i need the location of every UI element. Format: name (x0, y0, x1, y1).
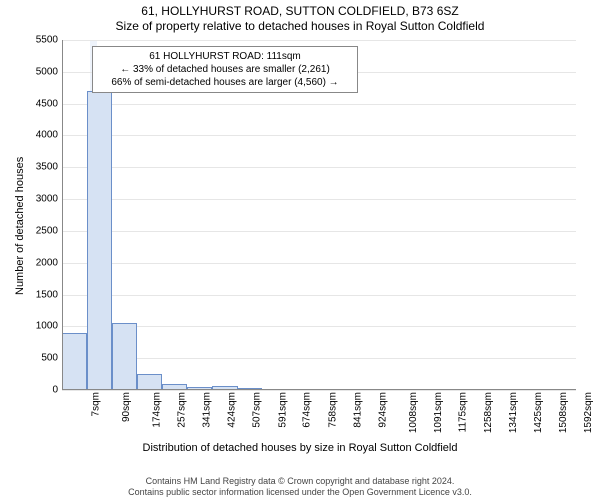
gridline (62, 40, 576, 41)
y-tick-label: 1500 (36, 289, 62, 300)
x-tick-label: 1175sqm (457, 392, 468, 432)
gridline (62, 295, 576, 296)
x-tick-label: 507sqm (252, 392, 263, 428)
gridline (62, 326, 576, 327)
info-line-1: 61 HOLLYHURST ROAD: 111sqm (99, 50, 351, 63)
x-tick-label: 7sqm (90, 392, 101, 416)
gridline (62, 358, 576, 359)
x-axis-line (62, 389, 576, 390)
x-tick-label: 257sqm (177, 392, 188, 428)
x-tick-label: 1341sqm (508, 392, 519, 433)
footer-line-2: Contains public sector information licen… (0, 487, 600, 498)
y-tick-label: 500 (41, 353, 62, 364)
x-tick-label: 924sqm (377, 392, 388, 428)
y-tick-label: 3500 (36, 162, 62, 173)
x-tick-label: 1508sqm (558, 392, 569, 433)
histogram-bar (137, 374, 162, 390)
gridline (62, 231, 576, 232)
gridline (62, 263, 576, 264)
x-tick-label: 591sqm (277, 392, 288, 428)
y-tick-label: 4000 (36, 130, 62, 141)
gridline (62, 390, 576, 391)
gridline (62, 135, 576, 136)
y-tick-label: 3000 (36, 194, 62, 205)
histogram-bar (87, 91, 112, 390)
x-tick-label: 1258sqm (483, 392, 494, 433)
x-tick-label: 1425sqm (533, 392, 544, 433)
x-tick-label: 341sqm (202, 392, 213, 428)
y-tick-label: 2000 (36, 257, 62, 268)
info-box: 61 HOLLYHURST ROAD: 111sqm ← 33% of deta… (92, 46, 358, 93)
y-tick-label: 5500 (36, 35, 62, 46)
footer: Contains HM Land Registry data © Crown c… (0, 476, 600, 498)
x-tick-label: 1091sqm (433, 392, 444, 433)
y-tick-label: 2500 (36, 225, 62, 236)
y-tick-label: 0 (52, 385, 62, 396)
x-tick-label: 90sqm (121, 392, 132, 422)
gridline (62, 199, 576, 200)
y-tick-label: 1000 (36, 321, 62, 332)
y-axis-line (62, 40, 63, 390)
x-tick-label: 674sqm (302, 392, 313, 428)
chart-title: 61, HOLLYHURST ROAD, SUTTON COLDFIELD, B… (0, 0, 600, 18)
info-line-3: 66% of semi-detached houses are larger (… (99, 76, 351, 89)
x-tick-label: 1592sqm (584, 392, 595, 433)
x-tick-label: 174sqm (152, 392, 163, 428)
x-tick-label: 841sqm (352, 392, 363, 428)
x-tick-label: 1008sqm (408, 392, 419, 433)
chart-container: { "title_main": "61, HOLLYHURST ROAD, SU… (0, 0, 600, 500)
histogram-bar (112, 323, 137, 390)
footer-line-1: Contains HM Land Registry data © Crown c… (0, 476, 600, 487)
x-axis-label: Distribution of detached houses by size … (0, 442, 600, 454)
chart-subtitle: Size of property relative to detached ho… (0, 18, 600, 33)
y-tick-label: 4500 (36, 98, 62, 109)
gridline (62, 104, 576, 105)
y-axis-label: Number of detached houses (14, 157, 26, 295)
y-tick-label: 5000 (36, 66, 62, 77)
histogram-bar (62, 333, 87, 390)
gridline (62, 167, 576, 168)
x-tick-label: 758sqm (327, 392, 338, 428)
x-tick-label: 424sqm (227, 392, 238, 428)
info-line-2: ← 33% of detached houses are smaller (2,… (99, 63, 351, 76)
